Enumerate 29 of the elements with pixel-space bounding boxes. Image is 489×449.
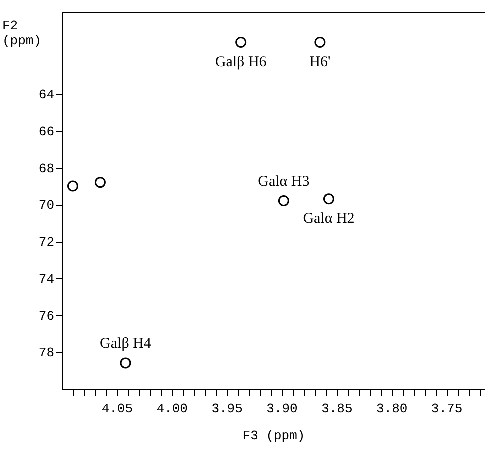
x-tick-label: 4.05: [102, 402, 134, 416]
y-axis-title: F2 (ppm): [2, 18, 42, 48]
point: [314, 37, 326, 48]
y-tick-label: 66: [38, 124, 54, 140]
y-tick-label: 74: [38, 272, 55, 287]
point: [278, 196, 290, 206]
annotation: Galα H2: [303, 211, 355, 228]
y-tick-label: 78: [38, 346, 54, 361]
y-tick-label: 68: [38, 161, 54, 176]
x-tick-label: 3.85: [322, 402, 353, 416]
point: [120, 358, 132, 369]
point: [94, 177, 106, 188]
annotation: Galβ H6: [215, 54, 268, 70]
y-tick-label: 76: [38, 308, 54, 324]
y-tick-label: 70: [38, 198, 54, 214]
annotation: Galβ H4: [100, 336, 152, 352]
annotation: Galα H3: [258, 174, 310, 190]
point: [323, 194, 334, 205]
point: [236, 37, 247, 48]
y-tick-label: 64: [38, 88, 55, 103]
x-tick-label: 4.00: [156, 402, 188, 416]
point: [67, 180, 78, 192]
x-tick-label: 3.95: [212, 402, 243, 416]
annotation: H6': [310, 54, 332, 70]
x-axis-title: F3 (ppm): [242, 428, 306, 444]
x-tick-label: 3.90: [266, 402, 298, 416]
x-tick-label: 3.80: [376, 402, 408, 416]
x-tick-label: 3.75: [431, 402, 463, 416]
y-tick-label: 72: [38, 235, 54, 250]
